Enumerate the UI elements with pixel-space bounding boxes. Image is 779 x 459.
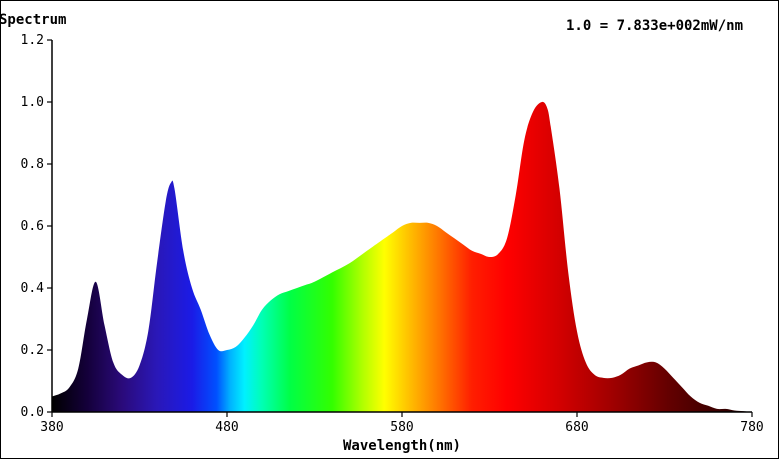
y-tick-label: 0.6	[21, 219, 44, 234]
y-tick-label: 0.4	[21, 281, 45, 296]
x-axis-title: Wavelength(nm)	[343, 438, 461, 454]
x-tick-label: 380	[40, 420, 63, 435]
x-tick-label: 780	[740, 420, 763, 435]
y-tick-label: 1.2	[21, 33, 44, 48]
y-tick-label: 1.0	[21, 95, 44, 110]
x-tick-label: 680	[565, 420, 588, 435]
x-tick-label: 580	[390, 420, 413, 435]
spectrum-area	[52, 101, 752, 413]
chart-title: Spectrum	[0, 12, 67, 28]
y-tick-label: 0.8	[21, 157, 44, 172]
y-tick-label: 0.2	[21, 343, 44, 358]
y-tick-label: 0.0	[21, 405, 44, 420]
x-tick-label: 480	[215, 420, 238, 435]
scale-note: 1.0 = 7.833e+002mW/nm	[566, 18, 744, 34]
